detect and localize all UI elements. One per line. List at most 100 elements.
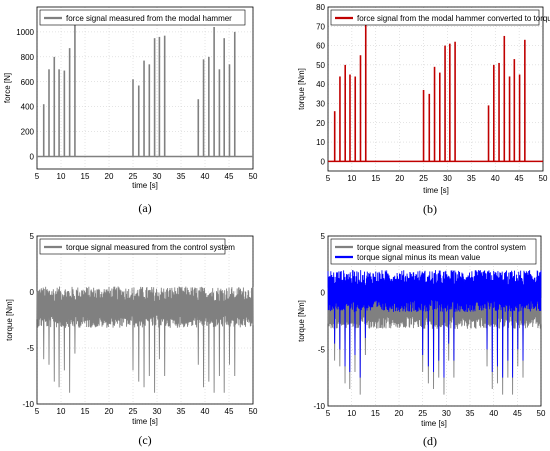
x-tick-label: 15 [81,407,90,416]
x-ticks-c: 5 10 15 20 25 30 35 40 45 50 [35,407,258,416]
y-tick-label: 10 [316,138,325,147]
x-tick-label: 35 [177,407,186,416]
legend-c: torque signal measured from the control … [39,238,235,255]
x-tick-label: 5 [326,174,331,183]
x-tick-label: 45 [225,407,234,416]
y-tick-label: 1000 [16,28,34,37]
signal-line-1 [36,286,254,393]
y-ticks-b: 0 10 20 30 40 50 60 70 80 [316,3,325,166]
y-ticks-d: -10 -5 0 5 [313,232,325,411]
x-tick-label: 25 [129,172,138,181]
legend-box [39,238,226,255]
legend-entry: force signal from the modal hammer conve… [357,14,550,23]
x-tick-label: 20 [105,407,114,416]
y-tick-label: -10 [313,402,325,411]
y-tick-label: 600 [21,78,35,87]
x-tick-label: 25 [418,409,427,418]
x-axis-label-b: time [s] [423,186,449,195]
x-tick-label: 15 [371,174,380,183]
y-tick-label: 400 [21,103,35,112]
y-tick-label: 800 [21,53,35,62]
x-tick-label: 45 [225,172,234,181]
x-tick-label: 20 [395,409,404,418]
legend-entry: force signal measured from the modal ham… [66,14,232,23]
legend-box [39,9,246,26]
x-tick-label: 10 [57,172,66,181]
x-tick-label: 30 [153,172,162,181]
x-tick-label: 20 [105,172,114,181]
panel-label-a: (a) [138,201,151,215]
legend-a: force signal measured from the modal ham… [39,9,246,26]
x-tick-label: 35 [177,172,186,181]
panel-label-d: (d) [423,434,437,448]
x-axis-label-a: time [s] [132,181,158,190]
panel-a: 5 10 15 20 25 30 35 40 45 50 0 200 400 600 800 1000 fo… [3,6,258,215]
x-axis-label-d: time [s] [421,419,447,428]
legend-entry: torque signal measured from the control … [357,243,526,252]
x-tick-label: 10 [347,174,356,183]
legend-b: force signal from the modal hammer conve… [330,9,550,26]
axes-frame-a [36,6,254,170]
marks-b [328,22,543,163]
panel-c: 5 10 15 20 25 30 35 40 45 50 -10 -5 0 5 torque signa… [5,232,258,447]
x-ticks-d: 5 10 15 20 25 30 35 40 45 50 [326,409,546,418]
x-tick-label: 5 [35,407,40,416]
y-tick-label: 0 [321,157,326,166]
x-tick-label: 15 [371,409,380,418]
x-tick-label: 45 [513,409,522,418]
panel-d: 5 10 15 20 25 30 35 40 45 50 -10 -5 0 5 torque signa… [297,232,546,448]
x-tick-label: 35 [466,409,475,418]
panel-label-c: (c) [138,433,151,447]
legend-d: torque signal measured from the control … [330,238,537,265]
x-tick-label: 50 [249,172,258,181]
y-tick-label: 30 [316,99,325,108]
y-tick-label: 60 [316,42,325,51]
x-tick-label: 5 [326,409,331,418]
x-tick-label: 45 [515,174,524,183]
x-tick-label: 40 [491,174,500,183]
marks-d [327,270,542,395]
y-tick-label: 200 [21,128,35,137]
axes-frame-b [327,6,544,172]
x-tick-label: 40 [201,172,210,181]
x-tick-label: 15 [81,172,90,181]
x-tick-label: 25 [419,174,428,183]
y-tick-label: 0 [30,153,35,162]
x-tick-label: 25 [129,407,138,416]
y-tick-label: 20 [316,119,325,128]
x-tick-label: 10 [347,409,356,418]
y-tick-label: 5 [30,232,35,241]
marks-a [37,13,253,158]
signal-line-2 [327,270,542,378]
x-tick-label: 5 [35,172,40,181]
y-tick-label: 80 [316,3,325,12]
x-tick-label: 40 [201,407,210,416]
legend-box [330,238,537,265]
x-tick-label: 50 [249,407,258,416]
y-tick-label: -5 [318,345,326,354]
y-axis-label-d: torque [Nm] [297,300,306,342]
legend-entry: torque signal measured from the control … [66,243,235,252]
x-tick-label: 30 [443,174,452,183]
y-tick-label: 50 [316,61,325,70]
x-tick-label: 50 [539,174,548,183]
y-tick-label: 70 [316,22,325,31]
x-ticks-a: 5 10 15 20 25 30 35 40 45 50 [35,172,258,181]
panel-b: 5 10 15 20 25 30 35 40 45 50 0 10 20 30 40 50 60 70 80 fo… [297,3,550,216]
y-tick-label: 0 [30,288,35,297]
y-axis-label-b: torque [Nm] [297,68,306,110]
y-tick-label: 0 [321,289,326,298]
y-tick-label: 5 [321,232,326,241]
marks-c [36,286,254,393]
y-tick-label: -5 [27,344,35,353]
x-tick-label: 10 [57,407,66,416]
x-tick-label: 50 [537,409,546,418]
legend-entry: torque signal minus its mean value [357,253,481,262]
y-ticks-a: 0 200 400 600 800 1000 [16,28,34,162]
x-tick-label: 30 [153,407,162,416]
x-tick-label: 20 [395,174,404,183]
y-tick-label: 40 [316,80,325,89]
x-tick-label: 35 [467,174,476,183]
x-tick-label: 30 [442,409,451,418]
